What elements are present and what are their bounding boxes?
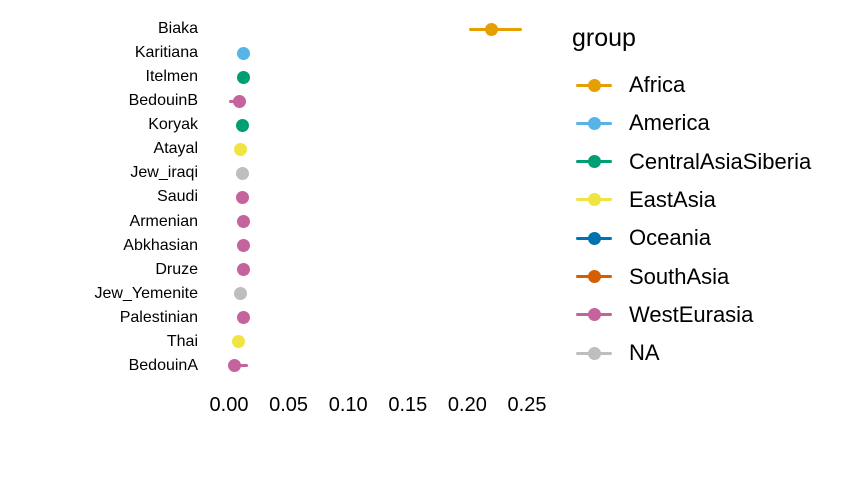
legend-key-dot — [587, 270, 601, 283]
pointrange-dot — [236, 311, 250, 325]
y-axis-label: Koryak — [148, 116, 198, 134]
legend-entry-label: EastAsia — [629, 186, 716, 212]
y-axis-label: BedouinA — [128, 356, 198, 374]
legend-key-dot — [587, 346, 601, 360]
pointrange-dot — [228, 359, 242, 373]
pointrange-dot — [236, 70, 250, 84]
legend-key-dot — [587, 116, 601, 130]
pointrange-dot — [484, 22, 498, 36]
y-axis-label: Atayal — [153, 140, 198, 158]
pointrange-dot — [235, 118, 249, 132]
x-tick-label: 0.20 — [447, 394, 487, 416]
legend-entry-label: NA — [629, 340, 660, 366]
legend-key-dot — [587, 193, 601, 207]
legend-entry-label: WestEurasia — [629, 301, 754, 327]
y-axis-label: BedouinB — [128, 92, 198, 110]
pointrange-dot — [234, 287, 248, 301]
pointrange-dot — [233, 94, 247, 108]
pointrange-dot — [236, 46, 250, 60]
legend-key-pointrange-icon — [574, 111, 614, 135]
legend-key-dot — [587, 231, 601, 245]
legend-key-pointrange-icon — [574, 150, 614, 174]
legend-title: group — [572, 24, 636, 52]
legend-key-pointrange-icon — [574, 226, 614, 250]
legend-key-pointrange-icon — [574, 341, 614, 365]
y-axis-label: Thai — [166, 332, 198, 350]
pointrange-dot — [235, 190, 249, 204]
legend-key-pointrange-icon — [574, 188, 614, 212]
x-tick-label: 0.25 — [507, 394, 547, 416]
y-axis-label: Itelmen — [145, 68, 198, 86]
y-axis-label: Druze — [155, 260, 198, 278]
legend-key-dot — [587, 308, 601, 322]
y-axis-label: Saudi — [157, 188, 198, 206]
legend-key-dot — [587, 78, 601, 92]
legend-key-pointrange-icon — [574, 73, 614, 97]
legend-key-dot — [587, 155, 601, 169]
legend-key-pointrange-icon — [574, 265, 614, 289]
pointrange-dot — [236, 215, 250, 229]
x-tick-label: 0.05 — [269, 394, 309, 416]
y-axis-label: Karitiana — [134, 44, 198, 62]
pointrange-dot — [232, 335, 246, 349]
y-axis-label: Jew_Yemenite — [94, 284, 198, 302]
y-axis-label: Palestinian — [119, 308, 198, 326]
y-axis-label: Armenian — [129, 212, 198, 230]
pointrange-dot — [236, 263, 250, 277]
legend-entry-label: Oceania — [629, 225, 711, 251]
legend-key-pointrange-icon — [574, 303, 614, 327]
legend-entry-label: CentralAsiaSiberia — [629, 148, 812, 174]
x-tick-label: 0.00 — [209, 394, 249, 416]
x-tick-label: 0.10 — [328, 394, 368, 416]
legend-entry-label: America — [629, 110, 710, 136]
legend-entry-label: SouthAsia — [629, 263, 730, 289]
x-tick-label: 0.15 — [388, 394, 428, 416]
legend-entry-label: Africa — [629, 72, 686, 97]
y-axis-label: Jew_iraqi — [130, 164, 198, 182]
y-axis-label: Abkhasian — [123, 236, 198, 254]
y-axis-label: Biaka — [157, 20, 198, 37]
pointrange-dot — [236, 239, 250, 253]
pointrange-dot — [234, 142, 248, 156]
pointrange-dot — [235, 166, 249, 180]
